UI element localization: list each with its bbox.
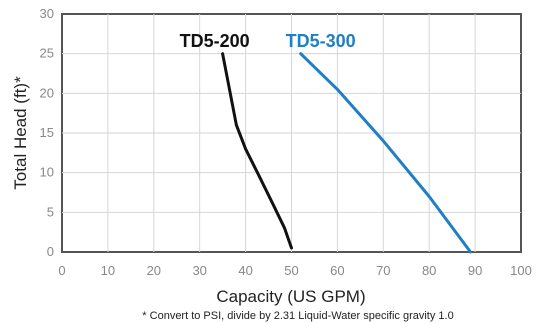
series-lines — [221, 52, 472, 254]
series-line-td5-200 — [221, 52, 293, 250]
x-tick-label: 10 — [101, 263, 115, 278]
x-tick-label: 50 — [284, 263, 298, 278]
y-tick-label: 0 — [47, 244, 54, 259]
grid — [62, 14, 521, 252]
y-tick-label: 20 — [40, 85, 54, 100]
x-axis-ticks: 0 10 20 30 40 50 60 70 80 90 100 — [58, 263, 531, 278]
x-tick-label: 60 — [330, 263, 344, 278]
series-label-td5-200: TD5-200 — [180, 31, 250, 51]
y-tick-label: 15 — [40, 125, 54, 140]
y-tick-label: 30 — [40, 6, 54, 21]
y-axis-label: Total Head (ft)* — [11, 76, 30, 190]
footnote: * Convert to PSI, divide by 2.31 Liquid-… — [142, 310, 453, 322]
y-tick-label: 10 — [40, 165, 54, 180]
x-tick-label: 70 — [376, 263, 390, 278]
x-tick-label: 20 — [147, 263, 161, 278]
y-tick-label: 5 — [47, 204, 54, 219]
x-tick-label: 100 — [510, 263, 532, 278]
y-tick-label: 25 — [40, 46, 54, 61]
y-axis-ticks: 0 5 10 15 20 25 30 — [40, 6, 54, 259]
series-label-td5-300: TD5-300 — [286, 31, 356, 51]
series-line-td5-300 — [299, 52, 472, 254]
x-tick-label: 0 — [58, 263, 65, 278]
x-tick-label: 30 — [192, 263, 206, 278]
x-tick-label: 80 — [422, 263, 436, 278]
series-labels: TD5-200 TD5-300 — [180, 31, 356, 51]
x-tick-label: 40 — [238, 263, 252, 278]
x-tick-label: 90 — [468, 263, 482, 278]
x-axis-label: Capacity (US GPM) — [216, 287, 365, 306]
